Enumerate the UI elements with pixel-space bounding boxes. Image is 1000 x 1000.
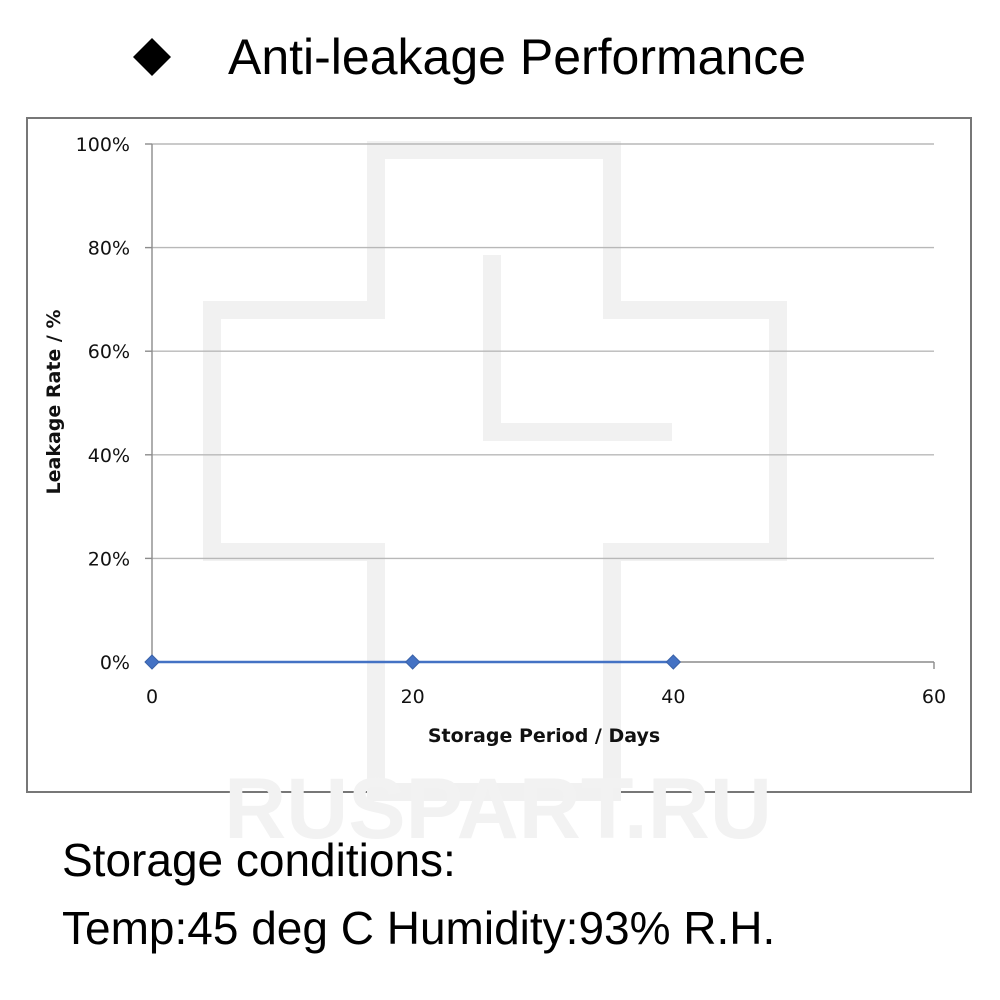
watermark: RUSPART.RU bbox=[203, 141, 787, 857]
x-tick-label: 0 bbox=[146, 686, 158, 708]
series-layer bbox=[144, 654, 682, 670]
watermark-text: RUSPART.RU bbox=[224, 761, 772, 857]
x-axis-title: Storage Period / Days bbox=[428, 725, 660, 747]
storage-conditions-values: Temp:45 deg C Humidity:93% R.H. bbox=[62, 902, 776, 954]
page-title: Anti-leakage Performance bbox=[228, 29, 807, 85]
y-axis-title: Leakage Rate / % bbox=[43, 310, 65, 495]
data-point-marker bbox=[404, 654, 421, 670]
y-tick-label: 20% bbox=[88, 548, 130, 570]
title-row: Anti-leakage Performance bbox=[0, 22, 1000, 92]
y-tick-label: 80% bbox=[88, 238, 130, 260]
y-tick-label: 60% bbox=[88, 341, 130, 363]
x-tick-label: 60 bbox=[922, 686, 946, 708]
tick-labels: 0% 20% 40% 60% 80% 100% 0 20 40 60 bbox=[76, 134, 946, 708]
y-tick-label: 40% bbox=[88, 445, 130, 467]
data-point-marker bbox=[665, 654, 682, 670]
cross-logo-watermark bbox=[203, 141, 787, 801]
x-tick-label: 20 bbox=[401, 686, 425, 708]
y-tick-label: 100% bbox=[76, 134, 130, 156]
storage-conditions-heading: Storage conditions: bbox=[62, 834, 456, 886]
diamond-bullet-icon bbox=[133, 38, 171, 76]
cross-logo-inner-watermark bbox=[483, 255, 672, 441]
y-tick-label: 0% bbox=[100, 652, 130, 674]
grid bbox=[145, 143, 935, 669]
x-tick-label: 40 bbox=[661, 686, 685, 708]
data-point-marker bbox=[144, 654, 160, 670]
